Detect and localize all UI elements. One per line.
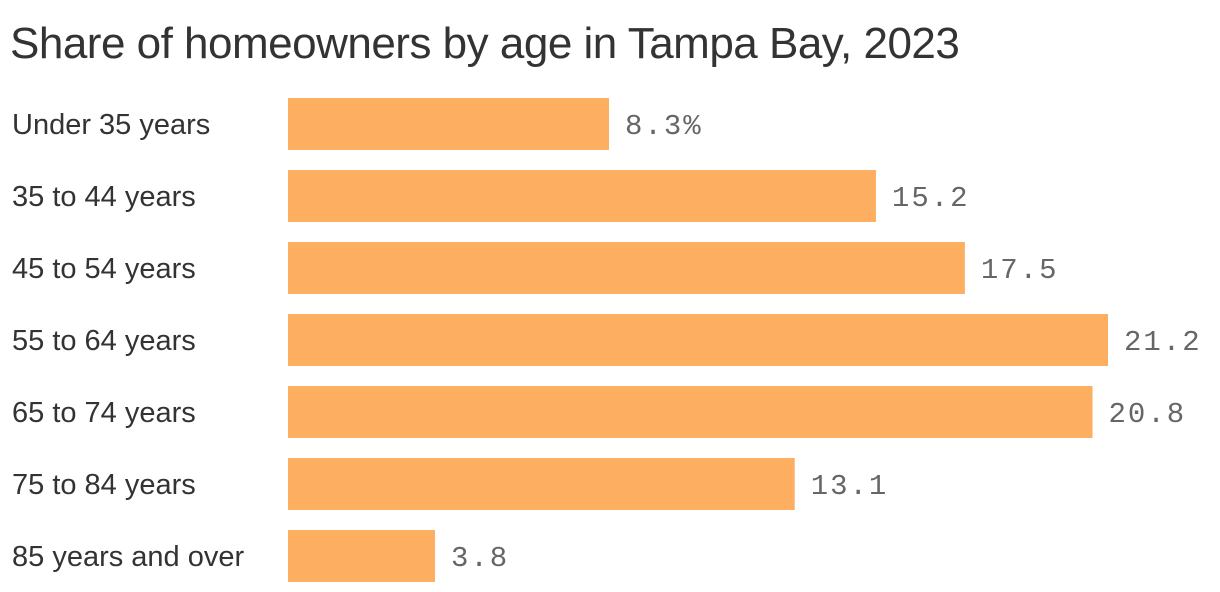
- bar: [288, 458, 795, 510]
- value-label: 15.2: [892, 182, 970, 215]
- bar-row: Under 35 years 8.3%: [12, 98, 703, 150]
- bar-row: 55 to 64 years 21.2: [12, 314, 1202, 366]
- bar: [288, 530, 435, 582]
- bar: [288, 98, 610, 150]
- value-label: 20.8: [1109, 398, 1187, 431]
- bar: [288, 314, 1108, 366]
- category-label: 85 years and over: [12, 541, 244, 573]
- bar: [288, 242, 965, 294]
- bar-row: 45 to 54 years 17.5: [12, 242, 1059, 294]
- value-label: 21.2: [1124, 326, 1202, 359]
- bar-row: 35 to 44 years 15.2: [12, 170, 970, 222]
- bars-layer: Under 35 years 8.3% 35 to 44 years 15.2 45 t…: [12, 98, 1202, 582]
- category-label: 45 to 54 years: [12, 253, 196, 285]
- chart-title: Share of homeowners by age in Tampa Bay,…: [10, 19, 960, 68]
- value-label: 3.8: [451, 542, 509, 575]
- bar-row: 65 to 74 years 20.8: [12, 386, 1187, 438]
- category-label: Under 35 years: [12, 109, 210, 141]
- value-label: 8.3%: [625, 110, 703, 143]
- value-label: 17.5: [981, 254, 1059, 287]
- category-label: 75 to 84 years: [12, 469, 196, 501]
- bar-row: 85 years and over 3.8: [12, 530, 509, 582]
- bar-row: 75 to 84 years 13.1: [12, 458, 889, 510]
- category-label: 55 to 64 years: [12, 325, 196, 357]
- category-label: 65 to 74 years: [12, 397, 196, 429]
- category-label: 35 to 44 years: [12, 181, 196, 213]
- value-label: 13.1: [811, 470, 889, 503]
- bar: [288, 170, 876, 222]
- bar: [288, 386, 1093, 438]
